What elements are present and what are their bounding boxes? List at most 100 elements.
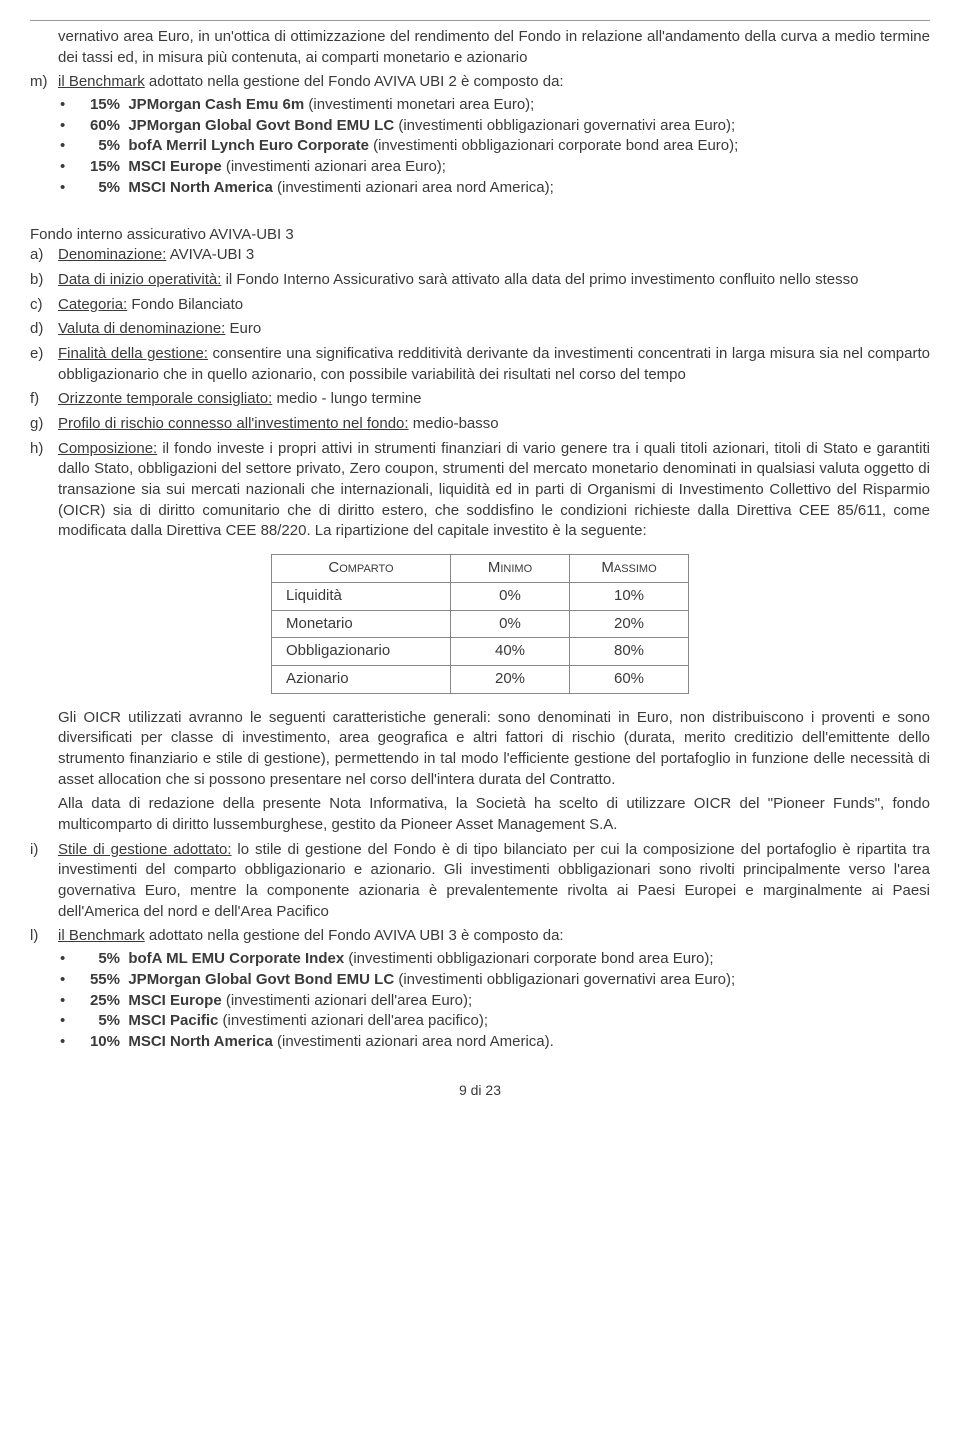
body-text: il Fondo Interno Assicurativo sarà attiv… [221,271,858,288]
paragraph: Gli OICR utilizzati avranno le seguenti … [30,708,930,791]
benchmark-name: JPMorgan Global Govt Bond EMU LC [128,971,394,988]
list-item-m: m) il Benchmark adottato nella gestione … [30,72,930,198]
table-cell: Obbligazionario [272,638,451,666]
table-cell: 80% [570,638,689,666]
benchmark-pct: 5% [78,949,120,970]
body-text: medio - lungo termine [272,390,421,407]
body-text: adottato nella gestione del Fondo AVIVA … [145,73,564,90]
table-cell: 0% [451,610,570,638]
benchmark-name: MSCI Europe [128,158,221,175]
benchmark-name: JPMorgan Cash Emu 6m [128,96,304,113]
benchmark-name: MSCI Europe [128,992,221,1009]
benchmark-pct: 15% [78,157,120,178]
list-label: il Benchmark [58,73,145,90]
body-text: Alla data di redazione della presente No… [58,795,930,833]
benchmark-desc: (investimenti azionari area Euro); [222,158,446,175]
list-marker: h) [30,439,54,460]
benchmark-pct: 5% [78,178,120,199]
page-number: 9 di 23 [30,1081,930,1100]
list-marker: m) [30,72,54,93]
table-row: Azionario 20% 60% [272,665,689,693]
allocation-table: Comparto Minimo Massimo Liquidità 0% 10%… [271,554,689,693]
benchmark-desc: (investimenti azionari area nord America… [273,179,554,196]
list-item-i: i) Stile di gestione adottato: lo stile … [30,840,930,923]
benchmark-desc: (investimenti obbligazionari governativi… [394,117,735,134]
benchmark-row: 55% JPMorgan Global Govt Bond EMU LC (in… [58,970,930,991]
table-cell: Azionario [272,665,451,693]
table-header: Minimo [451,555,570,583]
benchmark-row: 5% bofA ML EMU Corporate Index (investim… [58,949,930,970]
benchmark-list: 5% bofA ML EMU Corporate Index (investim… [58,949,930,1052]
table-cell: 10% [570,582,689,610]
benchmark-row: 5% MSCI Pacific (investimenti azionari d… [58,1011,930,1032]
body-text: Fondo Bilanciato [127,296,243,313]
body-text: vernativo area Euro, in un'ottica di ott… [58,28,930,66]
table-cell: 60% [570,665,689,693]
list-item-f: f) Orizzonte temporale consigliato: medi… [30,389,930,410]
list-label: Categoria: [58,296,127,313]
list-marker: l) [30,926,54,947]
benchmark-row: 5% bofA Merril Lynch Euro Corporate (inv… [58,136,930,157]
body-text: Euro [225,320,261,337]
table-row: Obbligazionario 40% 80% [272,638,689,666]
list-item-l: l) il Benchmark adottato nella gestione … [30,926,930,1052]
benchmark-desc: (investimenti obbligazionari corporate b… [369,137,738,154]
table-row: Monetario 0% 20% [272,610,689,638]
table-row: Liquidità 0% 10% [272,582,689,610]
benchmark-row: 15% JPMorgan Cash Emu 6m (investimenti m… [58,95,930,116]
list-label: Orizzonte temporale consigliato: [58,390,272,407]
benchmark-name: MSCI North America [128,1033,272,1050]
list-item-a: a) Denominazione: AVIVA-UBI 3 [30,245,930,266]
benchmark-name: bofA Merril Lynch Euro Corporate [128,137,369,154]
table-header: Comparto [272,555,451,583]
list-marker: b) [30,270,54,291]
benchmark-pct: 15% [78,95,120,116]
top-continuation: vernativo area Euro, in un'ottica di ott… [30,27,930,68]
table-cell: Monetario [272,610,451,638]
top-rule [30,20,930,21]
table-cell: 20% [451,665,570,693]
benchmark-row: 10% MSCI North America (investimenti azi… [58,1032,930,1053]
body-text: il fondo investe i propri attivi in stru… [58,440,930,540]
document-page: vernativo area Euro, in un'ottica di ott… [0,0,960,1130]
list-marker: d) [30,319,54,340]
list-item-h: h) Composizione: il fondo investe i prop… [30,439,930,542]
table-cell: Liquidità [272,582,451,610]
list-marker: a) [30,245,54,266]
benchmark-desc: (investimenti azionari dell'area pacific… [218,1012,488,1029]
benchmark-row: 60% JPMorgan Global Govt Bond EMU LC (in… [58,116,930,137]
table-cell: 40% [451,638,570,666]
benchmark-pct: 5% [78,136,120,157]
benchmark-pct: 25% [78,991,120,1012]
benchmark-desc: (investimenti obbligazionari corporate b… [344,950,713,967]
list-label: il Benchmark [58,927,145,944]
paragraph: Alla data di redazione della presente No… [30,794,930,835]
benchmark-list: 15% JPMorgan Cash Emu 6m (investimenti m… [58,95,930,198]
table-header-row: Comparto Minimo Massimo [272,555,689,583]
section-heading: Fondo interno assicurativo AVIVA-UBI 3 [30,225,930,246]
benchmark-name: bofA ML EMU Corporate Index [128,950,344,967]
body-text: Gli OICR utilizzati avranno le seguenti … [58,709,930,788]
benchmark-row: 25% MSCI Europe (investimenti azionari d… [58,991,930,1012]
list-label: Denominazione: [58,246,166,263]
list-item-c: c) Categoria: Fondo Bilanciato [30,295,930,316]
list-marker: g) [30,414,54,435]
body-text: medio-basso [409,415,499,432]
benchmark-name: MSCI North America [128,179,272,196]
benchmark-row: 5% MSCI North America (investimenti azio… [58,178,930,199]
benchmark-pct: 10% [78,1032,120,1053]
benchmark-desc: (investimenti monetari area Euro); [304,96,534,113]
benchmark-name: JPMorgan Global Govt Bond EMU LC [128,117,394,134]
table-cell: 20% [570,610,689,638]
body-text: AVIVA-UBI 3 [166,246,254,263]
list-item-e: e) Finalità della gestione: consentire u… [30,344,930,385]
benchmark-pct: 60% [78,116,120,137]
list-label: Finalità della gestione: [58,345,208,362]
list-label: Profilo di rischio connesso all'investim… [58,415,409,432]
benchmark-desc: (investimenti azionari dell'area Euro); [222,992,472,1009]
benchmark-desc: (investimenti azionari area nord America… [273,1033,554,1050]
benchmark-pct: 55% [78,970,120,991]
list-marker: e) [30,344,54,365]
list-item-g: g) Profilo di rischio connesso all'inves… [30,414,930,435]
list-marker: f) [30,389,54,410]
